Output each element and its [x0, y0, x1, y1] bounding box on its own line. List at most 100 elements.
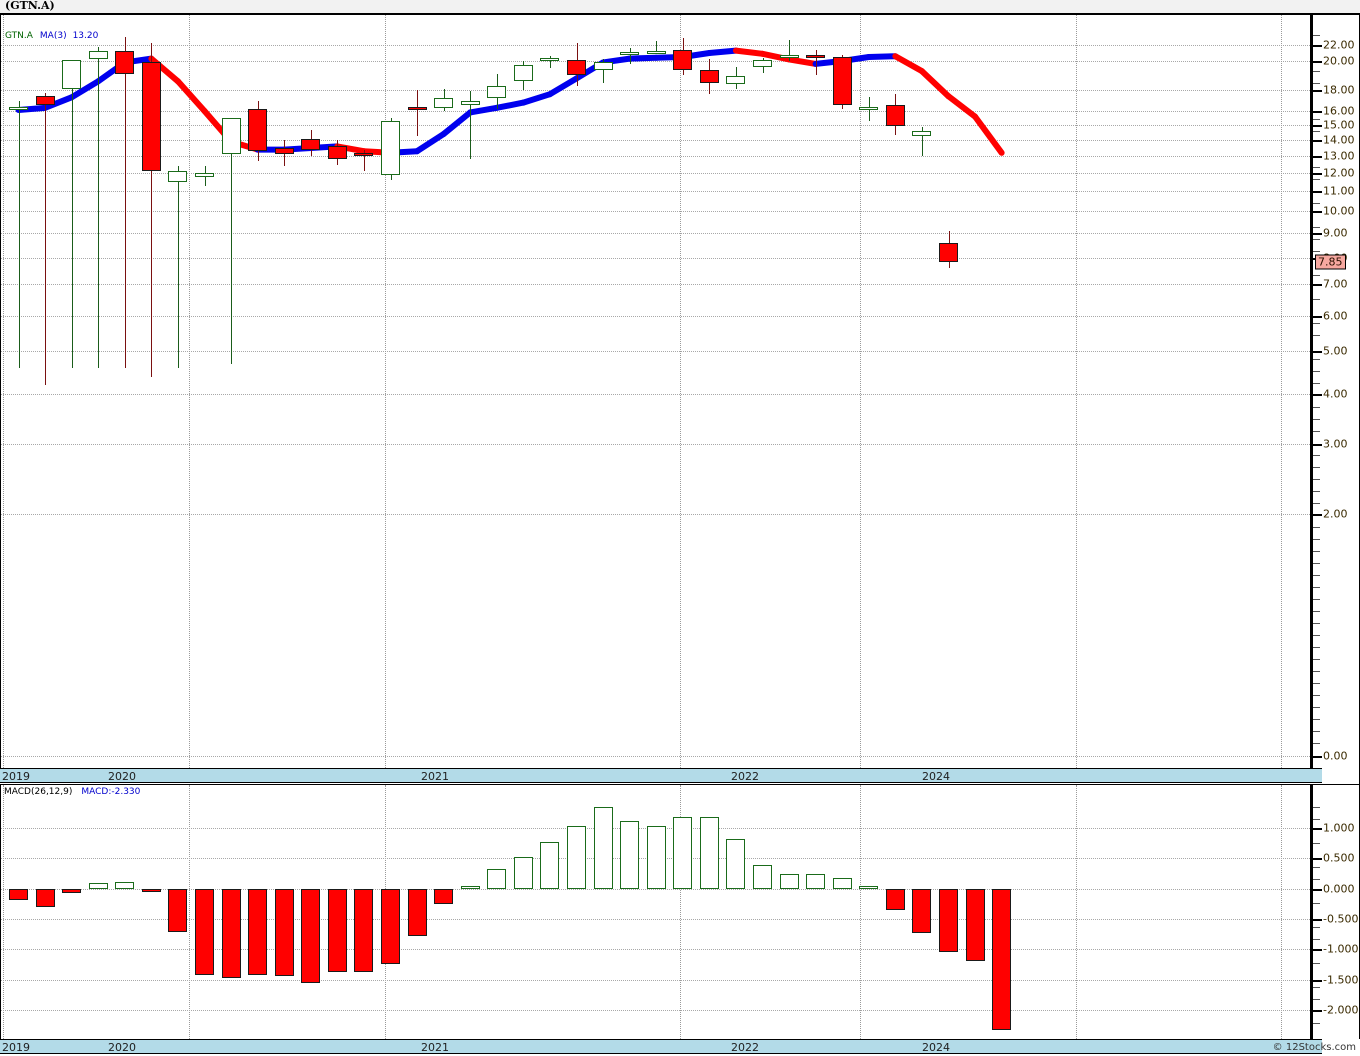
price-x-axis-band-stub	[1311, 768, 1322, 783]
macd-axis-minor-tick	[1313, 987, 1320, 988]
gridline-horizontal	[1, 514, 1310, 515]
title-bar: (GTN.A)	[0, 0, 1360, 14]
price-axis-label: 22.00	[1323, 38, 1355, 52]
candle-body	[620, 52, 640, 56]
price-axis-minor-tick	[1313, 119, 1320, 120]
macd-bar	[753, 865, 772, 889]
ma-segment	[148, 55, 181, 85]
candle-body	[646, 50, 666, 54]
macd-axis-tick	[1313, 919, 1322, 921]
price-axis-minor-tick	[1313, 719, 1320, 720]
macd-axis-minor-tick	[1313, 1023, 1320, 1024]
gridline-horizontal	[1, 351, 1310, 352]
current-price-tag: 7.85	[1315, 254, 1346, 270]
price-axis-minor-tick	[1313, 227, 1320, 228]
price-axis-minor-tick	[1313, 623, 1320, 624]
gridline-horizontal	[1, 140, 1310, 141]
macd-bar	[779, 874, 799, 889]
candle-wick	[417, 90, 418, 136]
macd-gridline	[1, 919, 1310, 920]
candle-body	[354, 152, 374, 156]
candle-wick	[151, 43, 152, 377]
candle-body	[460, 100, 480, 105]
ma-segment	[706, 47, 739, 56]
price-axis-minor-tick	[1313, 587, 1320, 588]
price-axis-tick	[1313, 191, 1322, 193]
macd-bar	[9, 888, 28, 900]
price-axis-tick	[1313, 156, 1322, 158]
candle-body	[301, 138, 321, 150]
ma-segment	[865, 53, 899, 60]
gridline-horizontal	[1, 284, 1310, 285]
candle-body	[593, 62, 613, 70]
gridline-vertical	[3, 785, 4, 1039]
price-axis-minor-tick	[1313, 527, 1320, 528]
price-axis-minor-tick	[1313, 455, 1320, 456]
candle-body	[699, 69, 719, 83]
price-axis-label: 11.00	[1323, 184, 1355, 198]
gridline-horizontal	[1, 316, 1310, 317]
gridline-vertical	[680, 785, 681, 1039]
candle-wick	[789, 40, 790, 61]
candle-wick	[656, 41, 657, 54]
candle-wick	[922, 126, 923, 156]
candle-body	[221, 118, 241, 155]
candle-body	[673, 49, 693, 70]
price-axis-label: 12.00	[1323, 166, 1355, 180]
price-y-axis: 22.00 20.00 18.00 16.00 15.00 14.00 13.00 12.00…	[1311, 14, 1360, 768]
x-axis-label: 2024	[922, 770, 950, 783]
macd-gridline	[1, 979, 1310, 981]
gridline-horizontal	[1, 125, 1310, 126]
price-axis-label: 18.00	[1323, 83, 1355, 97]
price-axis-label: 16.00	[1323, 104, 1355, 118]
gridline-vertical	[385, 15, 386, 768]
candle-body	[141, 62, 161, 172]
price-axis-label: 15.00	[1323, 118, 1355, 132]
macd-bar	[221, 888, 241, 978]
price-axis-minor-tick	[1313, 503, 1320, 504]
macd-axis-label: -1.500	[1323, 973, 1359, 986]
ma-segment	[42, 94, 75, 111]
ma-segment	[759, 50, 793, 63]
candle-body	[939, 243, 958, 262]
candle-body	[726, 75, 746, 85]
y-axis-line	[1311, 15, 1313, 768]
ma-segment	[68, 78, 102, 101]
price-axis-minor-tick	[1313, 275, 1320, 276]
macd-axis-label: 1.000	[1323, 821, 1355, 835]
price-axis-tick	[1313, 316, 1322, 318]
macd-bar	[939, 888, 958, 952]
gridline-vertical	[1076, 15, 1077, 768]
gridline-vertical	[3, 15, 4, 768]
ma-segment	[786, 56, 819, 67]
macd-bar	[487, 868, 507, 889]
price-axis-tick	[1313, 514, 1322, 516]
gridline-horizontal	[1, 61, 1310, 62]
candle-body	[434, 98, 454, 108]
price-axis-minor-tick	[1313, 407, 1320, 408]
legend-ma-label: MA(3)	[39, 31, 67, 41]
macd-bar	[195, 888, 214, 975]
candle-body	[487, 85, 507, 99]
ma-segment	[546, 75, 580, 98]
price-axis-minor-tick	[1313, 599, 1320, 600]
macd-chart-panel: MACD(26,12,9) MACD:-2.330	[0, 784, 1311, 1039]
price-axis-minor-tick	[1313, 335, 1320, 336]
candle-body	[381, 120, 400, 175]
candle-wick	[364, 149, 365, 172]
gridline-vertical	[1281, 15, 1282, 768]
price-chart-panel: GTN.A MA(3) 13.20	[0, 14, 1311, 768]
price-axis-tick	[1313, 140, 1322, 142]
candle-body	[168, 171, 188, 182]
gridline-horizontal	[1, 211, 1310, 212]
price-axis-tick	[1313, 45, 1322, 47]
price-axis-minor-tick	[1313, 539, 1320, 540]
price-axis-minor-tick	[1313, 371, 1320, 372]
price-axis-minor-tick	[1313, 71, 1320, 72]
price-axis-minor-tick	[1313, 299, 1320, 300]
macd-x-axis-band-stub	[1311, 1039, 1322, 1054]
macd-axis-minor-tick	[1313, 903, 1320, 904]
macd-bar	[832, 877, 852, 889]
macd-bar	[885, 888, 905, 910]
